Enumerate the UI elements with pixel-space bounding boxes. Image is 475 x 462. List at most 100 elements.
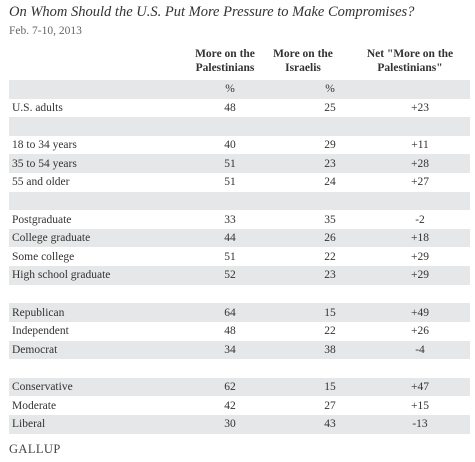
table-row: 18 to 34 years 40 29 +11 [9,136,470,155]
row-label [9,285,170,304]
value-net: -4 [370,340,470,360]
value-net [370,285,470,304]
value-israelis: 43 [290,414,370,434]
row-label: Moderate [12,399,57,412]
row-label: Conservative [9,377,170,397]
value-israelis: 26 [290,228,370,248]
spacer-row [9,359,470,378]
units-row: %% [9,80,470,99]
value-net [370,117,470,136]
value-israelis: 15 [290,303,370,322]
column-header-line: Net "More on the [366,48,454,60]
value-israelis: 22 [324,250,336,263]
row-label: High school graduate [9,266,170,285]
row-label: College graduate [9,228,170,248]
column-header-net: Net "More on the Palestinians" [340,47,475,75]
value-net: -13 [370,414,470,434]
gallup-logo: GALLUP [9,442,61,456]
value-israelis: 27 [324,399,336,412]
value-israelis [290,359,370,378]
value-palestinians: 42 [224,399,236,412]
value-net: +29 [411,250,429,263]
chart-subtitle: Feb. 7-10, 2013 [9,25,82,37]
column-header-line: Palestinians" [377,62,443,74]
value-palestinians: 64 [170,303,290,322]
column-header-israelis: More on the Israelis [263,47,343,75]
value-israelis: 22 [324,325,336,338]
table-row: Conservative 62 15 +47 [9,377,470,397]
value-israelis: 24 [324,176,336,189]
value-net: +23 [411,101,429,114]
table-row: 55 and older 51 24 +27 [9,173,470,192]
value-net: +28 [370,154,470,174]
value-israelis: 23 [290,266,370,285]
row-label [9,359,170,378]
value-israelis: 23 [290,154,370,174]
value-palestinians: 33 [224,213,236,226]
value-israelis: 15 [290,377,370,397]
row-label: Democrat [9,340,170,360]
row-label: 18 to 34 years [12,139,77,152]
table-row: Some college 51 22 +29 [9,247,470,266]
row-label: 35 to 54 years [9,154,170,174]
row-label: 55 and older [12,176,70,189]
row-label [9,191,170,211]
column-header-line: More on the [273,48,333,60]
value-net: +18 [370,228,470,248]
table-row: Democrat 34 38 -4 [9,340,470,360]
row-label: Republican [9,303,170,322]
row-label: U.S. adults [12,101,63,114]
value-palestinians: 48 [224,325,236,338]
value-israelis: 25 [324,101,336,114]
value-net: +27 [411,176,429,189]
table-row: College graduate 44 26 +18 [9,228,470,248]
value-palestinians: 44 [170,228,290,248]
column-header-line: More on the [195,48,255,60]
table-row: 35 to 54 years 51 23 +28 [9,154,470,174]
value-israelis: 29 [324,139,336,152]
row-label: Postgraduate [12,213,72,226]
column-header-line: Palestinians [195,62,255,74]
row-label: Independent [12,325,69,338]
value-palestinians [170,285,290,304]
row-label [9,80,170,99]
value-israelis [290,191,370,211]
value-net: +11 [411,139,429,152]
value-palestinians: 51 [224,176,236,189]
table-row: Republican 64 15 +49 [9,303,470,322]
value-palestinians [170,359,290,378]
value-palestinians: 48 [224,101,236,114]
spacer-row [9,191,470,211]
value-palestinians: 52 [170,266,290,285]
value-palestinians [170,191,290,211]
table-row: Moderate 42 27 +15 [9,396,470,415]
value-israelis: 38 [290,340,370,360]
chart-title: On Whom Should the U.S. Put More Pressur… [9,4,415,20]
value-net: +29 [370,266,470,285]
spacer-row [9,285,470,304]
row-label [9,117,170,136]
value-palestinians: 51 [170,154,290,174]
value-palestinians: 30 [170,414,290,434]
value-israelis [290,117,370,136]
value-net: -2 [415,213,425,226]
column-header-palestinians: More on the Palestinians [155,47,295,75]
value-net: +15 [411,399,429,412]
spacer-row [9,117,470,136]
table-row: U.S. adults 48 25 +23 [9,99,470,118]
value-palestinians: 51 [224,250,236,263]
value-palestinians: 34 [170,340,290,360]
unit-cell: % [290,80,370,99]
unit-cell [370,80,470,99]
row-label: Some college [12,250,75,263]
unit-cell: % [170,80,290,99]
value-net: +49 [370,303,470,322]
column-header-line: Israelis [285,62,321,74]
table-row: High school graduate 52 23 +29 [9,266,470,285]
value-palestinians: 40 [224,139,236,152]
value-palestinians: 62 [170,377,290,397]
table-row: Liberal 30 43 -13 [9,414,470,434]
value-israelis: 35 [324,213,336,226]
value-net [370,359,470,378]
